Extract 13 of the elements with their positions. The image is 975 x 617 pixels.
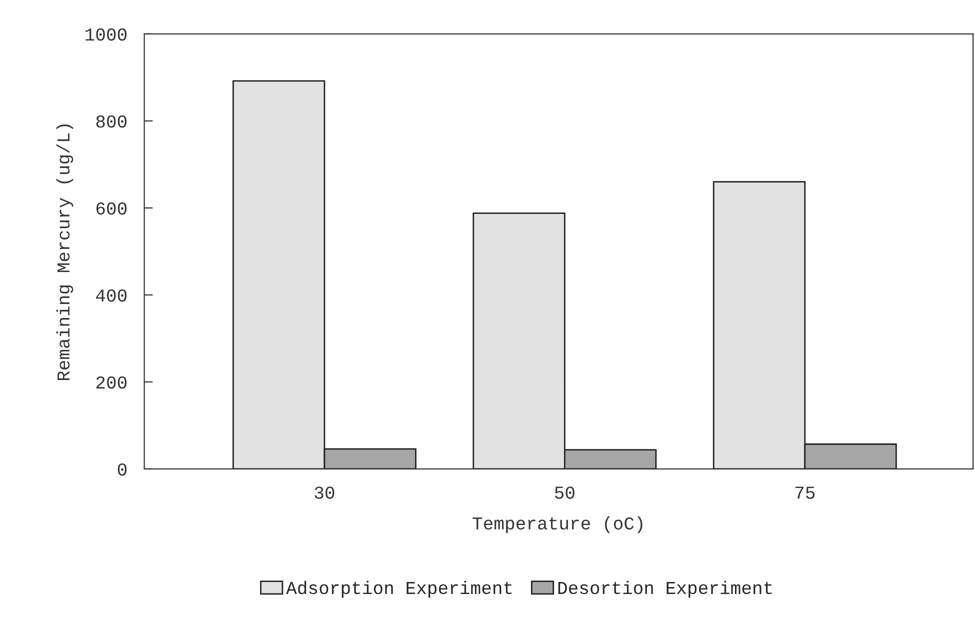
x-tick-label: 30: [314, 486, 334, 499]
legend-label: Adsorption Experiment: [286, 580, 512, 598]
x-axis-title: Temperature (oC): [472, 516, 642, 534]
y-tick-label: 800: [96, 115, 127, 128]
legend-label: Desortion Experiment: [558, 580, 772, 598]
x-tick-label: 50: [554, 486, 574, 499]
x-tick-label: 75: [795, 486, 815, 499]
y-tick-label: 0: [118, 463, 127, 476]
y-tick-label: 200: [96, 376, 127, 389]
y-axis-title: Remaining Mercury (ug/L): [56, 124, 74, 380]
y-tick-label: 1000: [86, 28, 127, 41]
y-tick-label: 600: [96, 202, 127, 215]
y-tick-label: 400: [96, 289, 127, 302]
